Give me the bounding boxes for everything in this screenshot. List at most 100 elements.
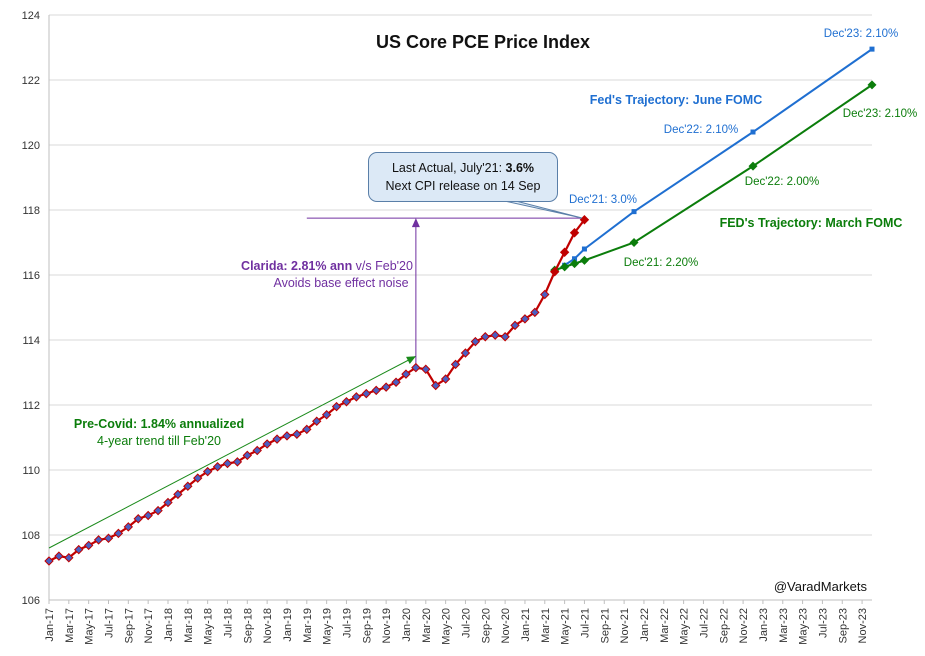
x-tick-label: May-23	[798, 608, 810, 645]
march-fomc-marker	[570, 259, 580, 269]
x-tick-label: Sep-20	[480, 608, 492, 643]
y-tick-label-110: 110	[22, 465, 40, 477]
x-tick-label: May-18	[203, 608, 215, 645]
x-tick-label: Jul-22	[698, 608, 710, 638]
x-tick-label: Jul-19	[341, 608, 353, 638]
x-axis: Jan-17 Mar-17 May-17 Jul-17 Sep-17 Nov-17 Jan-…	[44, 599, 872, 645]
actual-pce-point	[569, 228, 580, 238]
x-tick-label: Nov-17	[143, 608, 155, 643]
x-tick-label: Jul-18	[222, 608, 234, 638]
clarida-subtitle: Avoids base effect noise	[273, 276, 408, 290]
actual-pce-point	[450, 359, 461, 370]
series-group	[44, 46, 877, 566]
y-tick-label-108: 108	[22, 530, 40, 542]
june-fomc-marker	[869, 46, 875, 52]
x-tick-label: Mar-23	[778, 608, 790, 643]
actual-pce-point	[391, 377, 401, 387]
actual-pce-point	[321, 410, 332, 420]
actual-pce-point	[202, 466, 213, 477]
y-tick-label-124: 124	[22, 10, 40, 22]
x-tick-label: Mar-21	[540, 608, 552, 643]
clarida-arrowhead	[411, 218, 420, 228]
march-fomc-line	[554, 84, 873, 272]
x-tick-label: May-20	[441, 608, 453, 645]
y-tick-label-122: 122	[22, 75, 40, 87]
x-tick-label: Sep-23	[837, 608, 849, 643]
x-tick-label: Jan-21	[520, 608, 532, 642]
x-tick-label: Nov-23	[857, 608, 869, 643]
y-tick-label-120: 120	[22, 140, 40, 152]
actual-pce-point	[500, 332, 510, 342]
y-tick-label-116: 116	[22, 270, 40, 282]
june-fomc-marker	[581, 246, 587, 252]
actual-pce-point	[312, 416, 322, 426]
actual-pce-point	[64, 553, 74, 563]
x-tick-label: Jan-19	[282, 608, 294, 642]
june-fomc-marker	[572, 256, 578, 262]
actual-pce-point	[302, 424, 312, 435]
actual-pce-point	[490, 330, 500, 340]
actual-pce-point	[470, 336, 481, 347]
june-fomc-marker	[631, 209, 637, 215]
june-fomc-marker	[750, 129, 756, 135]
actual-pce-point	[54, 551, 64, 561]
actual-pce-point	[103, 533, 114, 543]
march-fomc-marker	[560, 262, 570, 272]
trend-line	[48, 355, 417, 549]
x-tick-label: Jan-23	[758, 608, 770, 642]
clarida-bold: Clarida: 2.81% ann	[241, 259, 352, 273]
actual-pce-point	[401, 369, 411, 379]
actual-pce-point	[93, 535, 104, 545]
x-tick-label: May-19	[322, 608, 334, 645]
blue-dec22-label: Dec'22: 2.10%	[664, 124, 738, 136]
green-dec22-label: Dec'22: 2.00%	[745, 176, 819, 188]
actual-pce-point	[74, 544, 84, 555]
x-tick-label: Jul-23	[817, 608, 829, 638]
actual-pce-point	[540, 289, 550, 300]
y-tick-label-114: 114	[22, 335, 40, 347]
actual-pce-point	[371, 385, 381, 396]
x-tick-label: Sep-22	[718, 608, 730, 643]
actual-pce-point	[242, 450, 253, 461]
x-tick-label: Mar-18	[183, 608, 195, 643]
actual-pce-point	[480, 332, 490, 342]
actual-pce-point	[292, 429, 302, 439]
x-tick-label: May-17	[84, 608, 96, 645]
actual-pce-point	[44, 556, 54, 566]
x-tick-label: Sep-18	[242, 608, 254, 643]
actual-pce-point	[341, 397, 352, 407]
clarida-rest: v/s Feb'20	[352, 259, 413, 273]
x-tick-label: Nov-22	[738, 608, 750, 643]
actual-pce-point	[520, 314, 530, 324]
x-tick-label: Jan-17	[44, 608, 56, 642]
actual-pce-point	[212, 462, 223, 472]
actual-pce-point	[262, 439, 272, 449]
chart-title: US Core PCE Price Index	[376, 32, 590, 52]
x-tick-label: Mar-19	[302, 608, 314, 643]
march-fomc-title: FED's Trajectory: March FOMC	[720, 216, 903, 230]
actual-pce-point	[381, 382, 391, 392]
blue-dec23-label: Dec'23: 2.10%	[824, 28, 898, 40]
actual-pce-point	[510, 320, 520, 331]
actual-pce-point	[143, 510, 153, 521]
x-tick-label: Jul-20	[460, 608, 472, 638]
x-tick-label: Sep-17	[123, 608, 135, 643]
blue-dec21-label: Dec'21: 3.0%	[569, 194, 637, 206]
green-dec21-label: Dec'21: 2.20%	[624, 257, 698, 269]
actual-pce-point	[183, 481, 193, 491]
actual-pce-point	[530, 307, 540, 318]
x-tick-label: Nov-21	[619, 608, 631, 643]
actual-pce-point	[331, 401, 342, 412]
precovid-subtitle: 4-year trend till Feb'20	[97, 434, 221, 448]
march-fomc-marker	[629, 238, 639, 247]
clarida-label: Clarida: 2.81% ann v/s Feb'20	[241, 259, 413, 273]
callout-line1-prefix: Last Actual, July'21:	[391, 161, 506, 175]
actual-pce-point	[282, 431, 292, 441]
actual-pce-point	[431, 380, 441, 391]
callout-value: 3.6%	[505, 161, 535, 175]
y-tick-label-118: 118	[22, 205, 40, 217]
x-tick-label: May-21	[560, 608, 572, 645]
actual-pce-point	[153, 505, 163, 516]
y-tick-label-106: 106	[22, 595, 40, 607]
